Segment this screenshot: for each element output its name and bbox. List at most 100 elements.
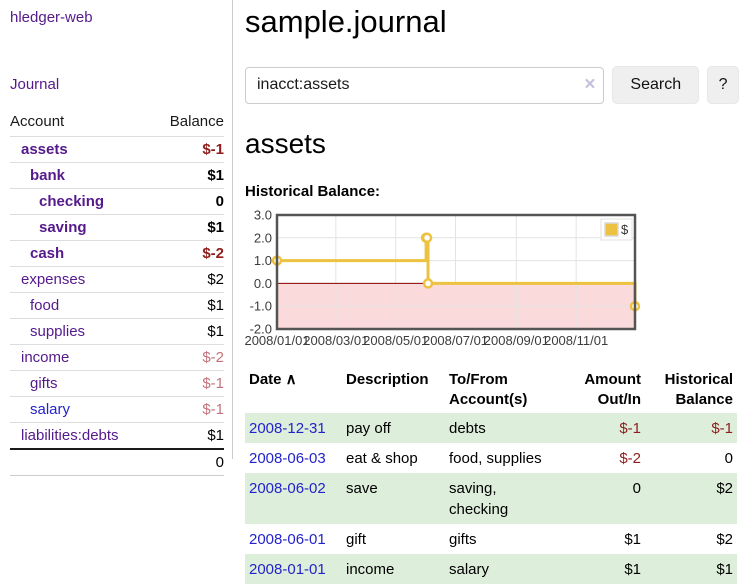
sidebar-account-link-bank[interactable]: bank: [30, 167, 66, 184]
account-row: food $1: [10, 292, 224, 319]
account-row: saving $1: [10, 214, 224, 241]
transaction-row[interactable]: 2008-12-31 pay off debts $-1 $-1: [245, 413, 737, 443]
account-row: assets $-1: [10, 136, 224, 163]
app-title-link[interactable]: hledger-web: [10, 9, 93, 26]
transaction-row[interactable]: 2008-01-01 income salary $1 $1: [245, 554, 737, 584]
x-tick-label: 2008/05/01: [363, 333, 428, 348]
account-balance: $-2: [152, 240, 224, 267]
transaction-amount: $-2: [619, 450, 641, 467]
transaction-accounts: food, supplies: [449, 450, 542, 467]
transaction-amount: $1: [624, 561, 641, 578]
sidebar-account-link-saving[interactable]: saving: [39, 219, 87, 236]
transaction-balance: 0: [724, 450, 733, 467]
account-row: salary $-1: [10, 396, 224, 423]
balance-chart-svg: 3.0 2.0 1.0 0.0 -1.0 -2.02008/01/012008/03/01…: [244, 208, 641, 348]
search-field-wrapper: ×: [245, 66, 605, 104]
search-form: × Search ?: [245, 66, 739, 104]
x-tick-label: 2008/07/01: [423, 333, 488, 348]
historical-balance-chart: 3.0 2.0 1.0 0.0 -1.0 -2.0 2008/01/01 2008/03/01…: [244, 208, 739, 354]
transaction-description: pay off: [346, 420, 391, 437]
account-row: supplies $1: [10, 318, 224, 345]
account-balance: $2: [152, 266, 224, 293]
account-balance: $1: [152, 162, 224, 189]
transaction-date-link[interactable]: 2008-01-01: [249, 561, 326, 578]
account-row: income $-2: [10, 344, 224, 371]
register-column-amount-out-in[interactable]: Amount Out/In: [584, 371, 641, 408]
y-tick-label: 1.0: [254, 253, 272, 268]
chart-legend: $: [600, 218, 633, 241]
sidebar-account-link-cash[interactable]: cash: [30, 245, 65, 262]
legend-label: $: [621, 222, 629, 237]
sidebar-account-link-checking[interactable]: checking: [39, 193, 105, 210]
account-row: bank $1: [10, 162, 224, 189]
account-balance: $1: [152, 422, 224, 449]
account-balance: $-1: [152, 136, 224, 163]
accounts-table: Account Balance assets $-1 bank $1 checking 0…: [10, 110, 224, 476]
y-tick-label: -1.0: [250, 299, 272, 314]
sidebar-account-link-liabilities-debts[interactable]: liabilities:debts: [21, 427, 119, 444]
register-column-to-from-account-s-[interactable]: To/From Account(s): [449, 371, 528, 408]
transaction-date-link[interactable]: 2008-06-02: [249, 480, 326, 497]
search-input[interactable]: [245, 66, 605, 104]
accounts-table-header: Account Balance: [10, 110, 224, 137]
accounts-column-balance: Balance: [169, 113, 224, 130]
sidebar-item-journal[interactable]: Journal: [10, 76, 60, 93]
transaction-accounts: salary: [449, 561, 490, 578]
register-column-date[interactable]: Date ∧: [249, 371, 297, 388]
account-row: checking 0: [10, 188, 224, 215]
total-spacer: [10, 448, 153, 476]
transaction-accounts: saving, checking: [449, 480, 509, 518]
sidebar-account-link-assets[interactable]: assets: [21, 141, 68, 158]
data-point-marker: [422, 278, 434, 289]
sidebar-account-link-supplies[interactable]: supplies: [30, 323, 86, 340]
transaction-date-link[interactable]: 2008-06-03: [249, 450, 326, 467]
account-row: gifts $-1: [10, 370, 224, 397]
sidebar-account-link-gifts[interactable]: gifts: [30, 375, 58, 392]
sidebar-account-link-expenses[interactable]: expenses: [21, 271, 86, 288]
transaction-balance: $2: [716, 480, 733, 497]
sidebar-account-link-food[interactable]: food: [30, 297, 60, 314]
transaction-row[interactable]: 2008-06-02 save saving, checking 0 $2: [245, 473, 737, 524]
register-header-row: Date ∧ Description To/From Account(s) Amoun…: [245, 367, 737, 413]
accounts-total-value: 0: [152, 448, 224, 476]
search-help-button[interactable]: ?: [707, 66, 739, 104]
transaction-amount: $1: [624, 531, 641, 548]
transaction-date-link[interactable]: 2008-06-01: [249, 531, 326, 548]
sidebar-account-link-salary[interactable]: salary: [30, 401, 71, 418]
account-balance: $1: [152, 318, 224, 345]
transaction-description: income: [346, 561, 395, 578]
y-tick-label: 2.0: [254, 230, 272, 245]
transaction-amount: 0: [632, 480, 641, 497]
sidebar-account-link-income[interactable]: income: [21, 349, 70, 366]
clear-search-icon[interactable]: ×: [584, 73, 596, 95]
x-tick-label: 2008/03/01: [303, 333, 368, 348]
y-tick-label: 0.0: [254, 276, 272, 291]
x-tick-label: 2008/09/01: [484, 333, 549, 348]
account-balance: $-2: [152, 344, 224, 371]
transaction-date-link[interactable]: 2008-12-31: [249, 420, 326, 437]
transaction-description: gift: [346, 531, 367, 548]
transaction-row[interactable]: 2008-06-01 gift gifts $1 $2: [245, 524, 737, 554]
transaction-row[interactable]: 2008-06-03 eat & shop food, supplies $-2 0: [245, 443, 737, 473]
register-column-historical-balance[interactable]: Historical Balance: [664, 371, 733, 408]
accounts-column-account: Account: [10, 113, 65, 130]
legend-swatch: [604, 222, 619, 237]
account-title: assets: [245, 128, 326, 159]
sidebar: hledger-web Journal Account Balance asse…: [0, 0, 233, 476]
account-row: cash $-2: [10, 240, 224, 267]
register-column-description[interactable]: Description: [346, 371, 429, 388]
account-balance: $-1: [152, 396, 224, 423]
transaction-balance: $1: [716, 561, 733, 578]
x-tick-label: 2008/11/01: [544, 333, 608, 348]
account-row: liabilities:debts $1: [10, 422, 224, 449]
account-balance: 0: [152, 188, 224, 215]
account-row: expenses $2: [10, 266, 224, 293]
page-title: sample.journal: [245, 4, 447, 39]
account-balance: $1: [152, 214, 224, 241]
transaction-balance: $2: [716, 531, 733, 548]
sort-ascending-icon: ∧: [281, 371, 297, 388]
chart-heading: Historical Balance:: [245, 183, 381, 200]
account-balance: $1: [152, 292, 224, 319]
x-tick-label: 2008/01/01: [245, 333, 310, 348]
search-button[interactable]: Search: [612, 66, 700, 104]
